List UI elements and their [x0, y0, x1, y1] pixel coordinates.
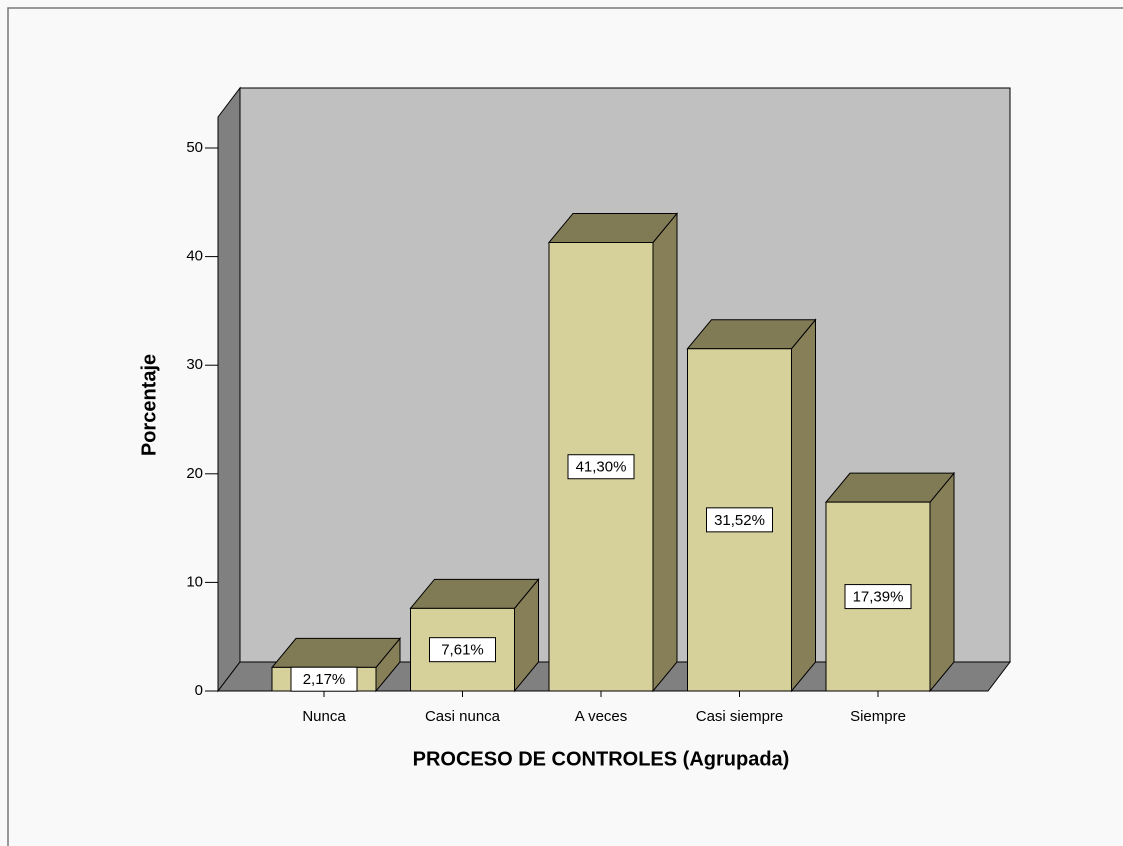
x-tick-label: Casi siempre	[696, 708, 784, 725]
y-tick-label: 0	[195, 682, 203, 699]
frame	[7, 7, 1123, 846]
y-tick-label: 50	[186, 139, 203, 156]
x-axis-title: PROCESO DE CONTROLES (Agrupada)	[413, 748, 790, 770]
y-axis-title: Porcentaje	[138, 354, 160, 456]
bar-side	[929, 471, 955, 693]
bar	[686, 318, 817, 693]
bar	[547, 212, 679, 693]
y-tick-label: 30	[186, 356, 203, 373]
value-label-box	[844, 584, 912, 610]
value-label: 41,30%	[576, 459, 627, 476]
bar-side	[791, 318, 816, 693]
value-label: 7,61%	[441, 642, 484, 659]
y-tick-label: 20	[186, 465, 203, 482]
side-wall	[217, 86, 241, 693]
value-label-box	[706, 507, 773, 533]
value-label: 31,52%	[714, 512, 765, 529]
value-label: 2,17%	[303, 671, 346, 688]
y-tick-label: 40	[186, 248, 203, 265]
value-label-box	[429, 637, 496, 663]
bar	[409, 577, 540, 693]
value-label: 17,39%	[853, 589, 904, 606]
bar	[824, 471, 956, 693]
x-tick-label: Nunca	[302, 708, 346, 725]
x-tick-label: Siempre	[850, 708, 906, 725]
x-tick-label: Casi nunca	[425, 708, 501, 725]
x-tick-label: A veces	[575, 708, 628, 725]
value-label-box	[290, 666, 358, 692]
bar-side	[652, 212, 678, 693]
value-label-box	[567, 454, 635, 480]
y-tick-label: 10	[186, 573, 203, 590]
